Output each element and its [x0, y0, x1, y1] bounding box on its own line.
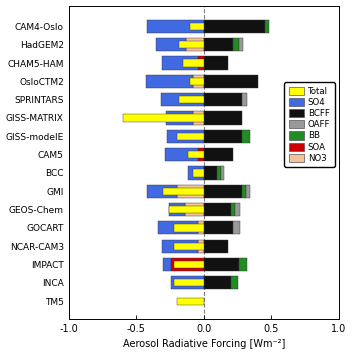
Bar	[147, 185, 177, 198]
Bar	[190, 23, 204, 30]
Bar	[198, 56, 204, 70]
Bar	[183, 59, 204, 67]
Bar	[167, 130, 204, 143]
Bar	[241, 130, 250, 143]
Bar	[174, 279, 204, 286]
Bar	[174, 242, 204, 250]
Bar	[198, 240, 204, 253]
Bar	[161, 93, 204, 106]
Bar	[264, 20, 269, 33]
Bar	[193, 169, 204, 176]
Bar	[204, 148, 233, 161]
Bar	[204, 185, 241, 198]
X-axis label: Aerosol Radiative Forcing [Wm⁻²]: Aerosol Radiative Forcing [Wm⁻²]	[122, 339, 285, 349]
Bar	[204, 93, 241, 106]
Bar	[147, 20, 204, 33]
Bar	[221, 166, 224, 180]
Bar	[177, 297, 204, 305]
Bar	[188, 151, 204, 158]
Bar	[193, 75, 204, 88]
Bar	[233, 38, 239, 51]
Bar	[204, 56, 228, 70]
Bar	[204, 221, 233, 235]
Bar	[231, 276, 238, 289]
Bar	[246, 185, 250, 198]
Bar	[174, 261, 204, 268]
Bar	[186, 38, 204, 51]
Bar	[204, 203, 231, 216]
Bar	[174, 224, 204, 231]
Bar	[204, 75, 258, 88]
Bar	[146, 75, 193, 88]
Bar	[233, 221, 240, 235]
Bar	[204, 111, 241, 125]
Bar	[204, 130, 241, 143]
Bar	[163, 258, 171, 271]
Bar	[169, 206, 204, 213]
Bar	[162, 56, 198, 70]
Bar	[198, 221, 204, 235]
Bar	[190, 78, 204, 85]
Bar	[193, 111, 204, 125]
Bar	[157, 38, 186, 51]
Bar	[204, 276, 231, 289]
Bar	[241, 93, 247, 106]
Bar	[165, 148, 198, 161]
Bar	[123, 114, 204, 122]
Bar	[171, 258, 204, 271]
Bar	[204, 166, 217, 180]
Bar	[204, 240, 228, 253]
Bar	[239, 38, 243, 51]
Bar	[241, 185, 246, 198]
Bar	[158, 221, 198, 235]
Bar	[169, 203, 185, 216]
Bar	[188, 166, 204, 180]
Bar	[204, 20, 264, 33]
Bar	[177, 133, 204, 140]
Bar	[231, 203, 235, 216]
Bar	[239, 258, 247, 271]
Bar	[204, 258, 239, 271]
Bar	[177, 185, 204, 198]
Bar	[185, 203, 204, 216]
Bar	[166, 111, 193, 125]
Bar	[180, 41, 204, 48]
Bar	[162, 240, 198, 253]
Bar	[198, 148, 204, 161]
Bar	[163, 188, 204, 195]
Bar	[217, 166, 221, 180]
Bar	[180, 96, 204, 103]
Bar	[204, 38, 233, 51]
Bar	[235, 203, 240, 216]
Legend: Total, SO4, BCFF, OAFF, BB, SOA, NO3: Total, SO4, BCFF, OAFF, BB, SOA, NO3	[284, 82, 334, 167]
Bar	[171, 276, 204, 289]
